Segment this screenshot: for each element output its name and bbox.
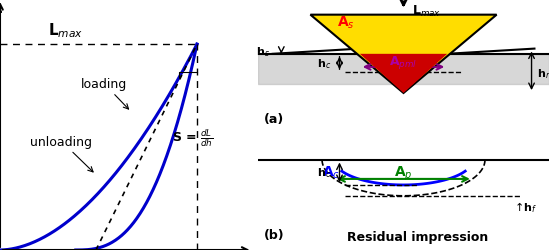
- Text: A$_p$: A$_p$: [394, 164, 413, 182]
- Text: L$_{max}$: L$_{max}$: [412, 4, 441, 19]
- Text: A$_{pml}$: A$_{pml}$: [389, 54, 418, 71]
- Text: h$_c$: h$_c$: [317, 57, 330, 70]
- Text: (a): (a): [264, 112, 284, 125]
- Text: S = $\frac{dL}{dh}$: S = $\frac{dL}{dh}$: [172, 126, 213, 148]
- Text: loading: loading: [81, 78, 128, 110]
- Text: (b): (b): [264, 228, 284, 241]
- Text: unloading: unloading: [30, 135, 93, 172]
- Polygon shape: [360, 54, 447, 94]
- Text: A$_c$: A$_c$: [322, 164, 340, 180]
- Text: h$_c$: h$_c$: [317, 166, 330, 179]
- Text: L$_{max}$: L$_{max}$: [48, 21, 83, 40]
- Text: Residual impression: Residual impression: [348, 230, 489, 243]
- Polygon shape: [310, 16, 497, 94]
- Text: A$_s$: A$_s$: [337, 14, 354, 30]
- Text: h$_{max}$: h$_{max}$: [537, 67, 549, 81]
- Text: L: L: [0, 0, 1, 16]
- Text: h$_s$: h$_s$: [256, 45, 270, 59]
- Text: $↑$h$_f$: $↑$h$_f$: [514, 200, 537, 214]
